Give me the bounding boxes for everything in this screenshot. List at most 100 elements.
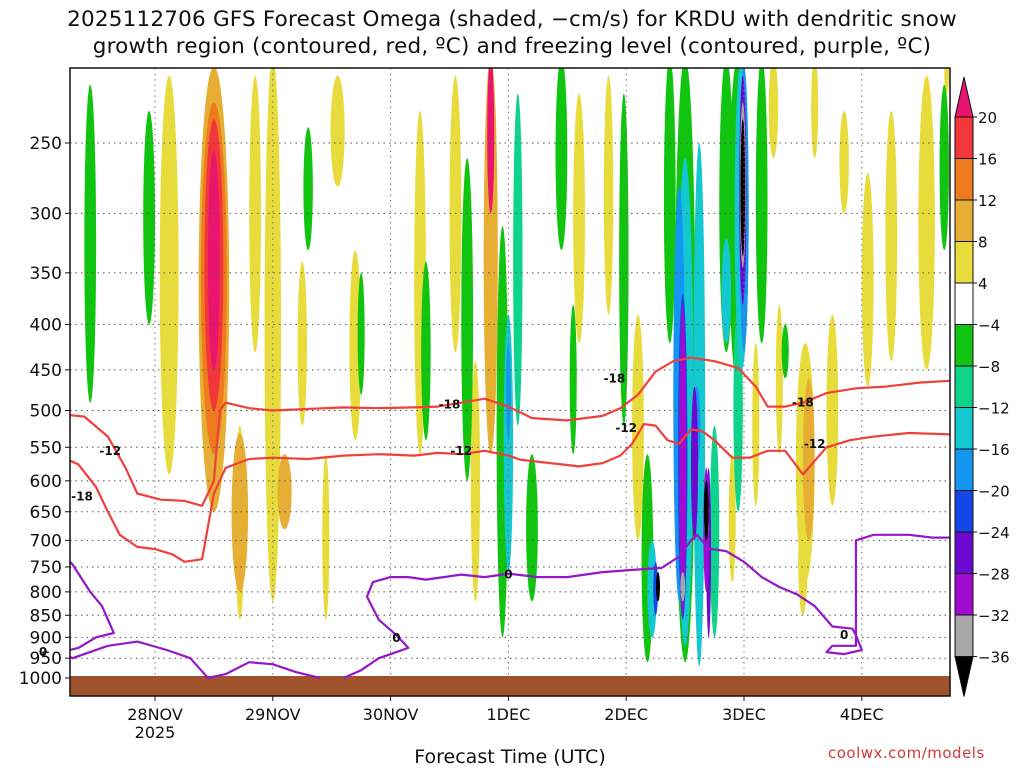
colorbar-swatch	[954, 614, 974, 657]
omega-cell	[944, 68, 949, 94]
omega-cell	[297, 261, 307, 426]
omega-cell	[208, 150, 220, 370]
ground-terrain	[70, 676, 950, 696]
omega-cell	[680, 572, 686, 602]
contour-freezing-level	[343, 533, 950, 680]
y-tick-label: 600	[30, 472, 62, 492]
omega-cell	[781, 324, 789, 379]
plot-frame	[69, 67, 951, 697]
contour-minus12	[70, 423, 950, 563]
contour-label: -12	[450, 444, 472, 458]
colorbar-swatch	[954, 407, 974, 450]
omega-cell	[755, 68, 768, 344]
y-tick-label: 900	[30, 628, 62, 648]
omega-cell	[690, 386, 699, 541]
omega-cell	[421, 261, 431, 441]
y-tick-label: 450	[30, 361, 62, 381]
contour-label: -18	[439, 397, 461, 411]
omega-cell	[555, 68, 568, 251]
omega-cell	[249, 75, 262, 353]
y-tick-label: 750	[30, 558, 62, 578]
colorbar-label: 16	[978, 151, 997, 169]
colorbar-swatch	[954, 241, 974, 284]
contour-minus18	[70, 356, 950, 507]
omega-cell	[802, 378, 815, 541]
omega-cell	[721, 238, 732, 344]
omega-cell	[647, 540, 657, 638]
omega-cell	[775, 304, 783, 455]
omega-cell	[277, 454, 292, 530]
omega-cell	[573, 93, 585, 344]
x-tick-sublabel: 2025	[135, 723, 176, 742]
colorbar-label: −20	[978, 483, 1010, 501]
omega-cell	[740, 119, 746, 256]
y-tick-label: 1000	[19, 669, 62, 689]
omega-cell	[357, 272, 365, 395]
omega-cell	[330, 75, 345, 187]
colorbar-label: 12	[978, 192, 997, 210]
omega-cell	[752, 343, 760, 506]
colorbar-label: −24	[978, 524, 1010, 542]
colorbar-label: −16	[978, 441, 1010, 459]
omega-cell	[84, 84, 97, 403]
x-axis-label: Forecast Time (UTC)	[414, 746, 606, 768]
omega-cell	[506, 343, 511, 441]
omega-cell	[709, 425, 720, 638]
y-tick-label: 350	[30, 264, 62, 284]
colorbar-swatch	[954, 76, 974, 118]
colorbar: 20 16 12 8 4 −4 −8 −12 −16 −20 −24 −28 −32 −36	[954, 76, 1010, 697]
colorbar-label: 20	[978, 109, 997, 127]
contour-label: 0	[504, 568, 512, 582]
colorbar-label: 8	[978, 234, 988, 252]
y-tick-label: 650	[30, 503, 62, 523]
omega-cell	[663, 68, 676, 344]
omega-cell	[513, 93, 523, 426]
omega-cell	[231, 432, 249, 592]
omega-cell	[483, 68, 498, 455]
omega-shading	[84, 68, 949, 667]
omega-cell	[703, 480, 709, 541]
colorbar-swatch	[954, 158, 974, 201]
contour-lines	[70, 356, 950, 680]
omega-cell	[322, 454, 330, 620]
y-tick-label: 950	[30, 649, 62, 669]
omega-cell	[569, 304, 577, 455]
omega-cell	[885, 110, 898, 362]
omega-cell	[839, 110, 849, 214]
y-axis-ticks: 2503003504004505005506006507007508008509…	[19, 134, 70, 689]
omega-cell	[679, 304, 687, 616]
colorbar-swatch	[954, 324, 974, 367]
omega-cell	[918, 75, 935, 370]
colorbar-swatch	[954, 282, 974, 325]
x-tick-label: 28NOV	[127, 705, 183, 724]
omega-cell	[143, 110, 155, 325]
omega-cell	[487, 68, 495, 214]
site-credit[interactable]: coolwx.com/models	[828, 744, 985, 762]
omega-cell	[826, 314, 839, 506]
y-tick-label: 250	[30, 134, 62, 154]
omega-cell	[728, 454, 736, 583]
y-tick-label: 300	[30, 204, 62, 224]
contour-freezing-level	[70, 560, 321, 680]
omega-cell	[861, 172, 874, 387]
contour-label: -12	[615, 421, 637, 435]
colorbar-swatch	[954, 365, 974, 408]
omega-cell	[939, 84, 949, 251]
colorbar-label: −12	[978, 400, 1010, 418]
contour-label: -12	[804, 437, 826, 451]
omega-cell	[811, 68, 819, 159]
contour-label: 0	[392, 631, 400, 645]
colorbar-swatch	[954, 199, 974, 242]
y-tick-label: 550	[30, 438, 62, 458]
colorbar-swatch	[954, 490, 974, 533]
colorbar-label: 4	[978, 275, 988, 293]
colorbar-swatch	[954, 656, 974, 697]
colorbar-label: −36	[978, 649, 1010, 667]
omega-cell	[264, 68, 282, 602]
x-tick-label: 29NOV	[245, 705, 301, 724]
colorbar-label: −8	[978, 358, 1000, 376]
omega-cell	[349, 250, 362, 441]
y-tick-label: 800	[30, 583, 62, 603]
omega-cell	[449, 75, 462, 353]
